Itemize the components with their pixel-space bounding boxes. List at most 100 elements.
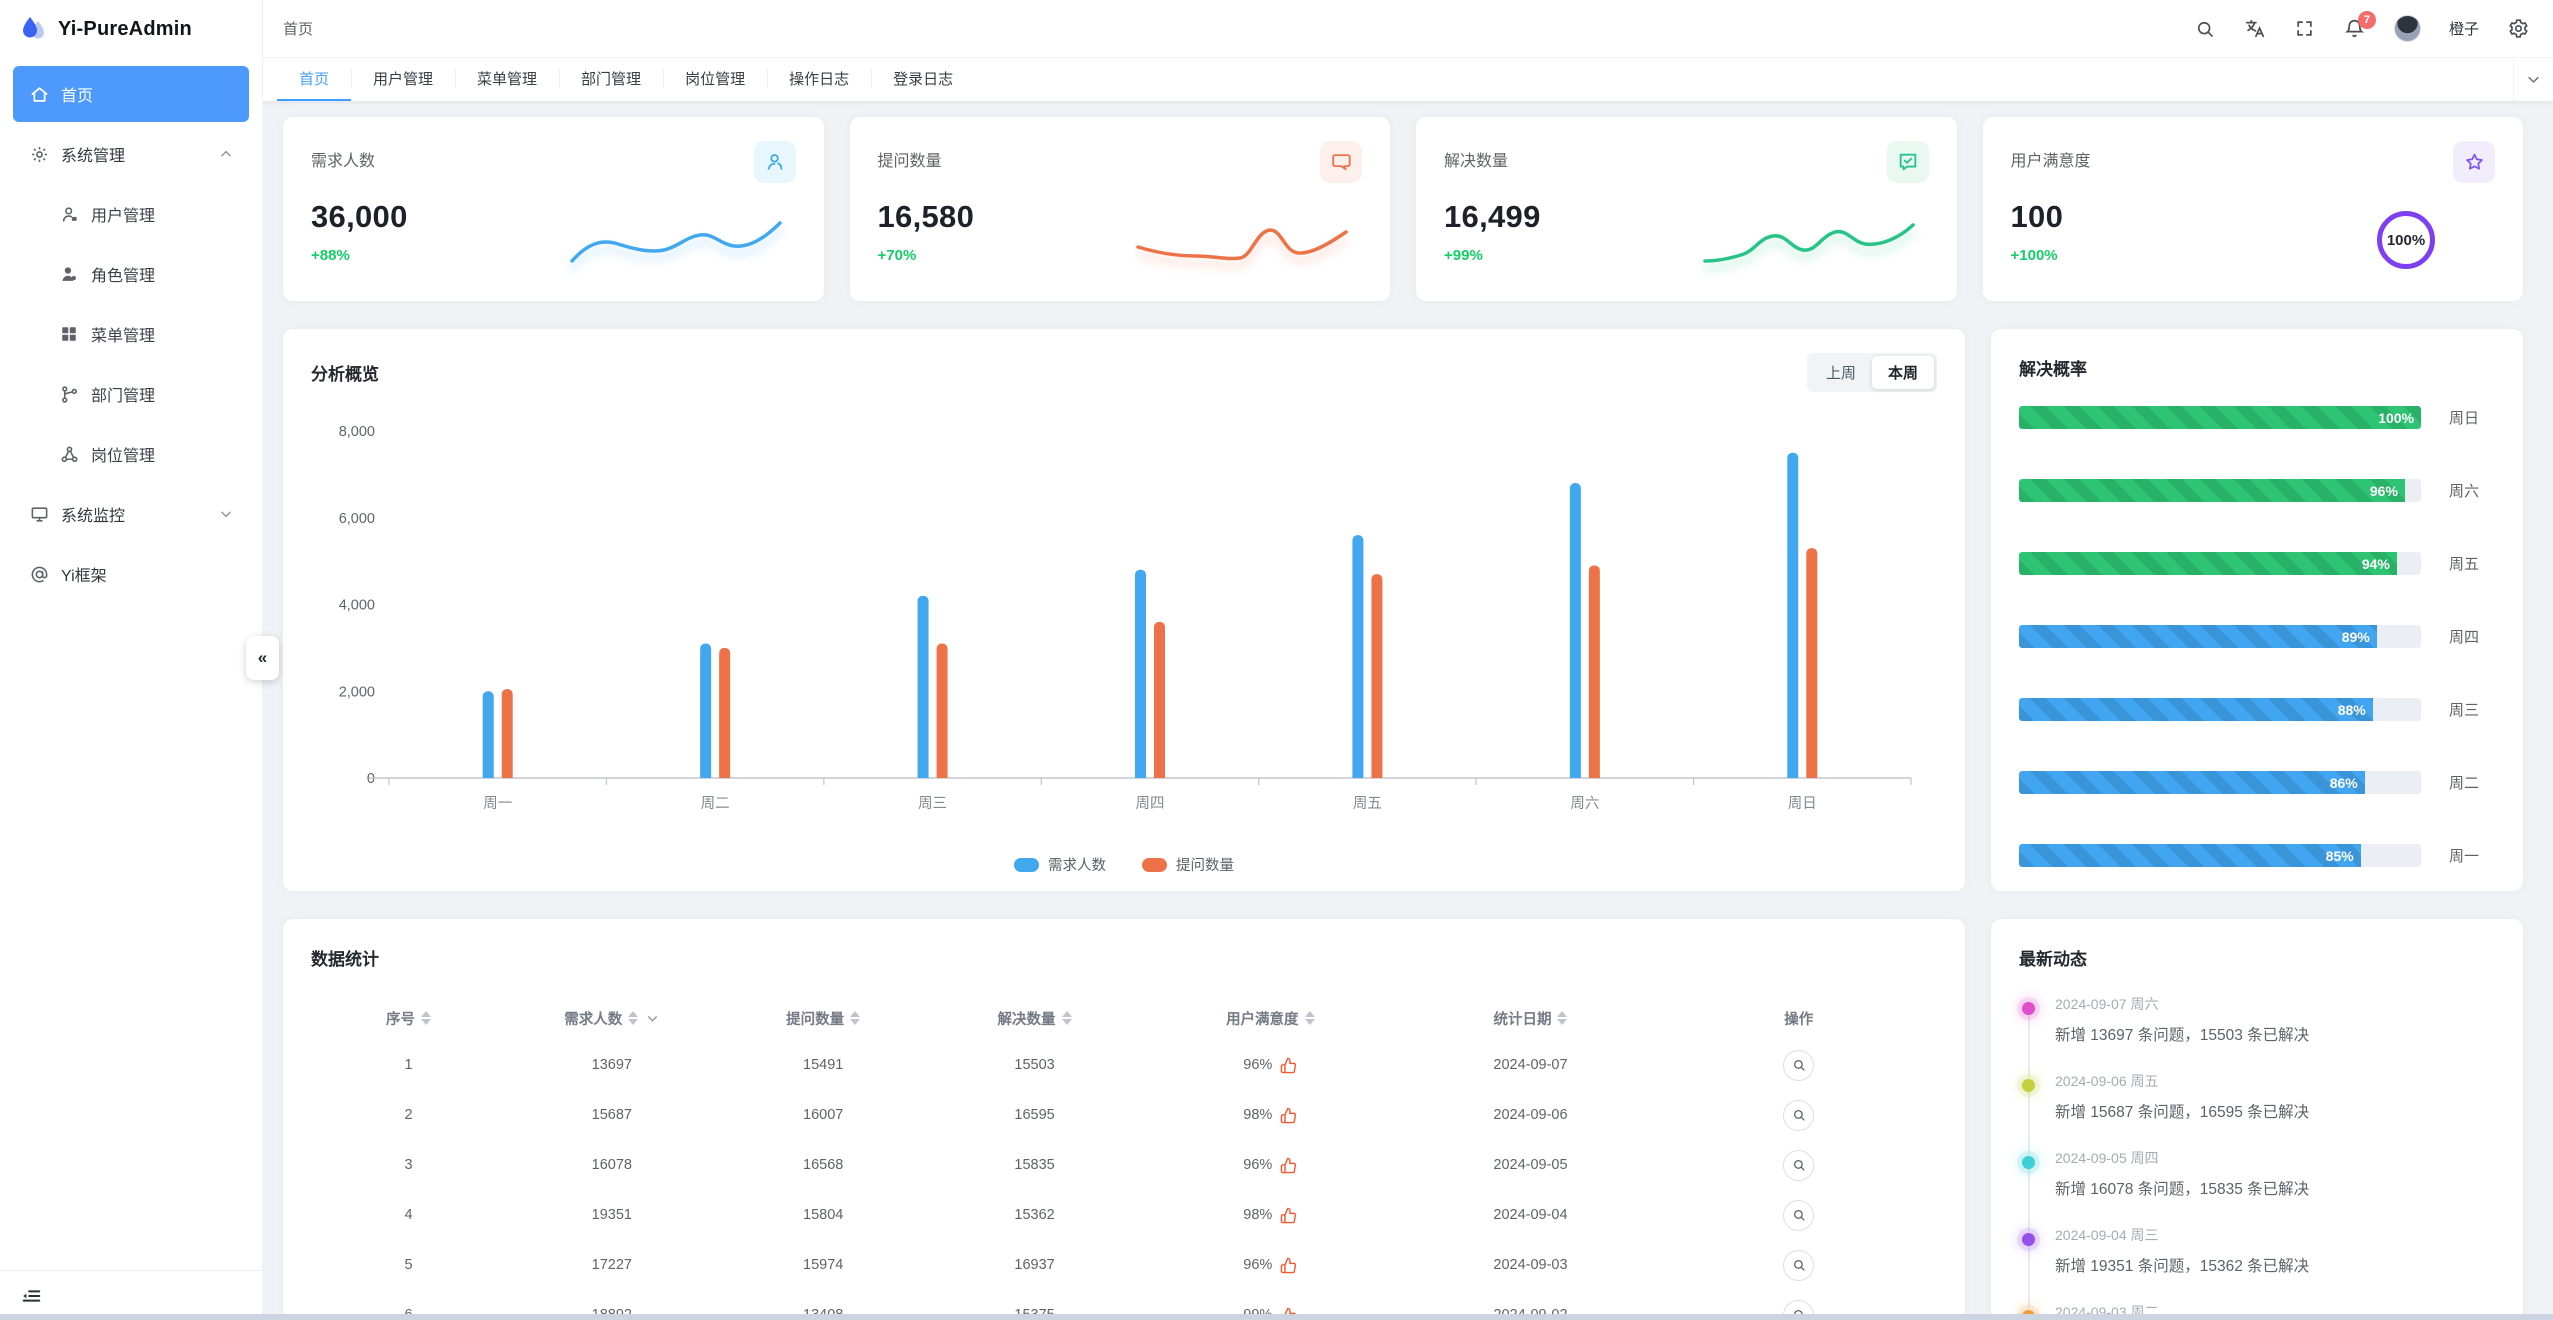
tab-4[interactable]: 岗位管理	[663, 58, 767, 101]
progress-fill: 88%	[2019, 698, 2373, 721]
sidebar-item-role-management[interactable]: 角色管理	[13, 246, 249, 302]
legend-label: 需求人数	[1048, 858, 1106, 874]
table-cell: 15491	[803, 1057, 844, 1073]
stat-delta: +99%	[1444, 247, 1483, 264]
sidebar-item-home[interactable]: 首页	[13, 66, 249, 122]
column-header-需求人数[interactable]: 需求人数	[506, 1008, 717, 1029]
stat-value: 100	[2010, 199, 2064, 234]
share-network-icon	[59, 444, 79, 464]
column-header-统计日期[interactable]: 统计日期	[1400, 1008, 1660, 1029]
sort-carets-icon[interactable]	[1557, 1011, 1568, 1025]
table-cell: 1	[404, 1057, 413, 1073]
solve-rate-row: 85% 周一	[2019, 844, 2495, 867]
table-cell: 15804	[803, 1207, 844, 1223]
tab-0[interactable]: 首页	[277, 58, 352, 101]
progress-day-label: 周六	[2449, 483, 2480, 500]
filter-chevron-icon[interactable]	[646, 1012, 659, 1025]
table-row: 3 16078 16568 15835 96% 2024-09-05	[311, 1140, 1937, 1190]
logo-drop-icon	[18, 14, 48, 44]
sidebar-item-position-management[interactable]: 岗位管理	[13, 426, 249, 482]
satisfaction-value: 96%	[1243, 1257, 1273, 1273]
table-cell: 4	[404, 1207, 413, 1223]
user-lock-icon	[59, 204, 79, 224]
table-cell: 3	[404, 1157, 413, 1173]
table-cell: 15503	[1014, 1057, 1055, 1073]
sort-carets-icon[interactable]	[1061, 1011, 1072, 1025]
sort-carets-icon[interactable]	[628, 1011, 639, 1025]
sidebar-menu: 首页 系统管理 用户管理	[0, 58, 262, 1270]
stat-delta: +100%	[2010, 247, 2058, 264]
collapse-sidebar-icon[interactable]	[20, 1285, 42, 1307]
tab-3[interactable]: 部门管理	[559, 58, 663, 101]
sidebar-item-label: 系统管理	[61, 148, 126, 165]
bar-提问数量-周四	[1154, 621, 1165, 778]
view-detail-button[interactable]	[1783, 1249, 1815, 1281]
stat-card-demand: 需求人数 36,000 +88%	[283, 117, 824, 301]
satisfaction-value: 96%	[1243, 1057, 1273, 1073]
bar-提问数量-周二	[719, 647, 731, 778]
tab-5[interactable]: 操作日志	[767, 58, 871, 101]
sparkline-green	[1702, 223, 1915, 263]
column-label: 用户满意度	[1226, 1011, 1299, 1028]
sidebar-item-user-management[interactable]: 用户管理	[13, 186, 249, 242]
table-cell: 5	[404, 1257, 413, 1273]
logo[interactable]: Yi-PureAdmin	[0, 0, 262, 58]
tab-1[interactable]: 用户管理	[351, 58, 455, 101]
legend-swatch	[1142, 857, 1167, 872]
sort-carets-icon[interactable]	[421, 1011, 432, 1025]
progress-day-label: 周三	[2449, 702, 2480, 719]
solve-rate-row: 100% 周日	[2019, 406, 2495, 429]
view-detail-button[interactable]	[1783, 1049, 1815, 1081]
sort-carets-icon[interactable]	[1304, 1011, 1315, 1025]
solve-rate-row: 86% 周二	[2019, 771, 2495, 794]
analytics-row: 分析概览 上周 本周 0 2,000 4,000 6,000 8,000 周一 周二 周三 周四…	[283, 329, 2523, 891]
last-week-button[interactable]: 上周	[1825, 365, 1856, 382]
bar-需求人数-周日	[1787, 452, 1799, 778]
avatar[interactable]	[2393, 15, 2421, 42]
table-cell: 6	[311, 1307, 506, 1320]
sidebar-item-menu-management[interactable]: 菜单管理	[13, 306, 249, 362]
stat-value: 36,000	[311, 199, 408, 234]
view-detail-button[interactable]	[1783, 1149, 1815, 1181]
settings-gear-icon[interactable]	[2507, 18, 2529, 40]
progress-fill: 100%	[2019, 406, 2421, 429]
progress-fill: 86%	[2019, 771, 2365, 794]
column-header-解决数量[interactable]: 解决数量	[929, 1008, 1140, 1029]
tab-6[interactable]: 登录日志	[871, 58, 975, 101]
this-week-button[interactable]: 本周	[1871, 356, 1934, 389]
table-body: 1 13697 15491 15503 96% 2024-09-07 2 15687 16007…	[311, 1040, 1937, 1320]
sidebar-item-department-management[interactable]: 部门管理	[13, 366, 249, 422]
sidebar-item-framework[interactable]: Yi框架	[13, 546, 249, 602]
view-detail-button[interactable]	[1783, 1099, 1815, 1131]
legend-item[interactable]: 提问数量	[1142, 854, 1234, 875]
stat-title: 解决数量	[1444, 153, 1509, 170]
progress-value: 100%	[2378, 409, 2414, 426]
sidebar-collapse-button[interactable]: «	[246, 636, 279, 680]
satisfaction-cell: 96%	[1140, 1157, 1400, 1174]
statistics-row: 数据统计 序号 需求人数 提问数量 解决数量 用户满意度 统计日期 操作 1 13697 154…	[283, 919, 2523, 1320]
translate-icon[interactable]	[2244, 18, 2266, 40]
tab-dropdown-chevron-icon[interactable]	[2513, 58, 2553, 101]
tab-2[interactable]: 菜单管理	[455, 58, 559, 101]
view-detail-button[interactable]	[1783, 1199, 1815, 1231]
sidebar-item-label: 菜单管理	[91, 328, 156, 345]
sort-carets-icon[interactable]	[850, 1011, 861, 1025]
column-header-提问数量[interactable]: 提问数量	[717, 1008, 928, 1029]
table-title: 数据统计	[311, 950, 379, 969]
search-icon[interactable]	[2194, 18, 2216, 40]
gear-icon	[29, 144, 49, 164]
progress-fill: 85%	[2019, 844, 2361, 867]
sparkline-blue	[569, 221, 782, 263]
legend-item[interactable]: 需求人数	[1014, 854, 1106, 875]
column-header-序号[interactable]: 序号	[311, 1008, 506, 1029]
column-header-用户满意度[interactable]: 用户满意度	[1140, 1008, 1400, 1029]
fullscreen-icon[interactable]	[2294, 18, 2316, 40]
branch-icon	[59, 384, 79, 404]
table-row: 1 13697 15491 15503 96% 2024-09-07	[311, 1040, 1937, 1090]
sidebar-item-system-monitor[interactable]: 系统监控	[13, 486, 249, 542]
timeline-text: 新增 15687 条问题，16595 条已解决	[2055, 1104, 2310, 1121]
bell-icon[interactable]: 7	[2344, 10, 2376, 40]
actions-cell	[1661, 1149, 1937, 1181]
stat-card-satisfaction: 用户满意度 100 +100% 100%	[1982, 117, 2523, 301]
sidebar-item-system-management[interactable]: 系统管理	[13, 126, 249, 182]
